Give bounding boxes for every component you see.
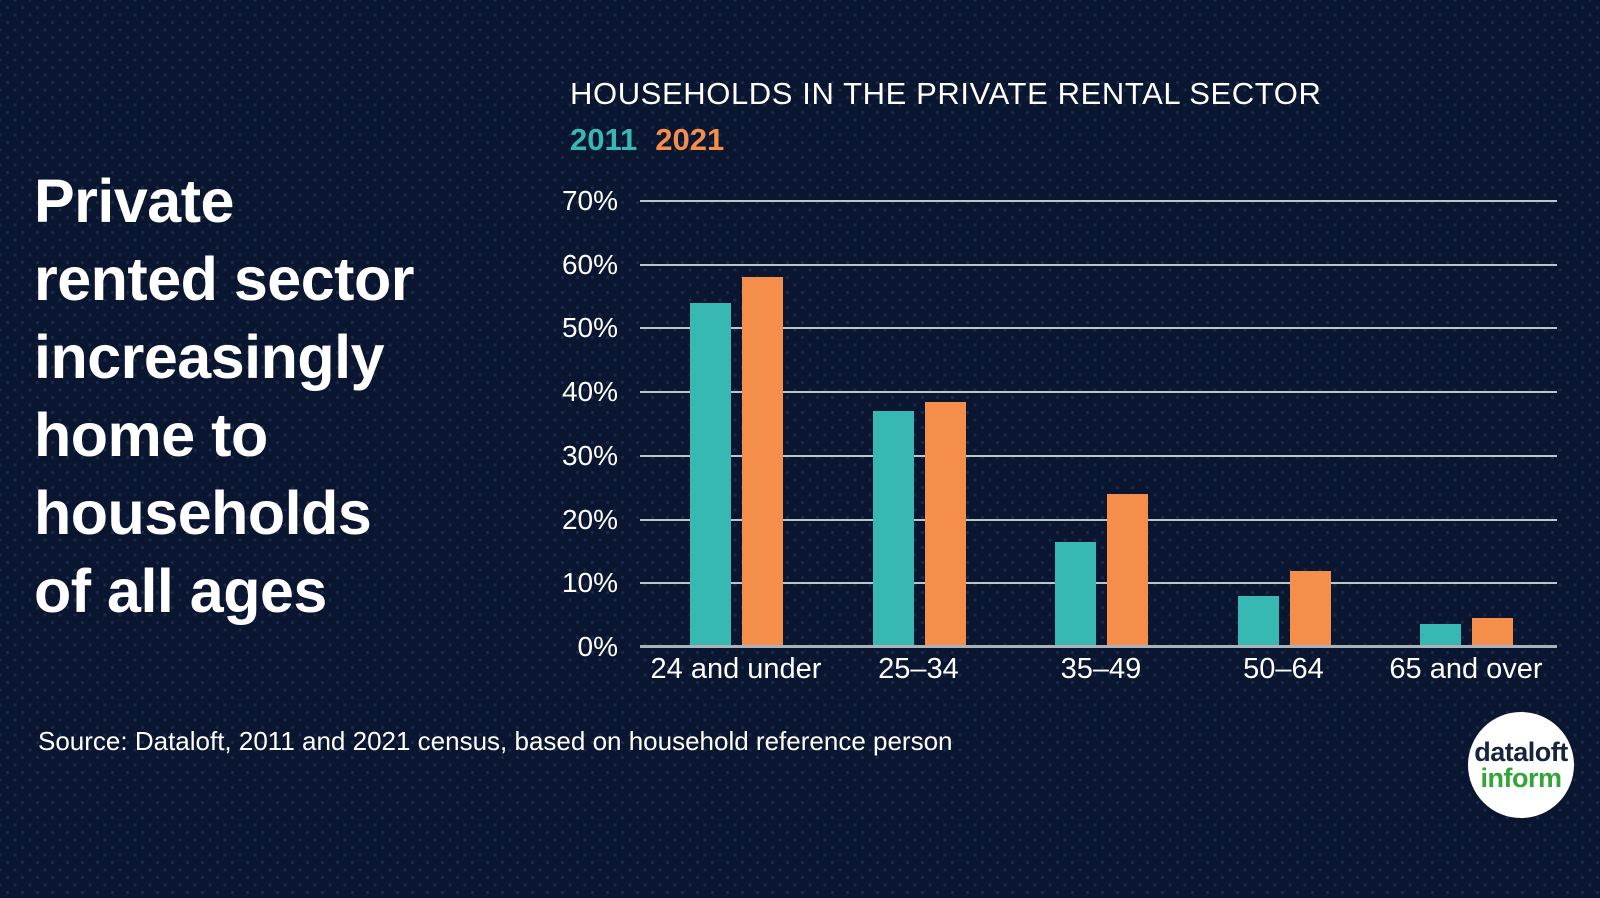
gridline-50 xyxy=(640,327,1557,330)
gridline-20 xyxy=(640,518,1557,521)
x-tick-label-65-and-over: 65 and over xyxy=(1389,653,1543,685)
source-text: Source: Dataloft, 2011 and 2021 census, … xyxy=(38,726,953,756)
y-tick-label-60: 60% xyxy=(561,248,618,280)
y-tick-label-30: 30% xyxy=(561,439,618,471)
gridline-60 xyxy=(640,263,1557,266)
chart-legend: 2011 2021 xyxy=(570,122,724,158)
logo-inform-text: inform xyxy=(1480,763,1563,793)
gridline-30 xyxy=(640,454,1557,457)
legend-item-2021: 2021 xyxy=(655,122,725,157)
x-tick-label-24-and-under: 24 and under xyxy=(650,653,822,685)
x-tick-label-25-34: 25–34 xyxy=(878,653,959,685)
gridline-70 xyxy=(640,200,1557,202)
legend-item-2011: 2011 xyxy=(570,122,638,157)
bar-2021-35-49 xyxy=(1107,494,1148,647)
bar-2021-24-and-under xyxy=(742,277,783,647)
y-tick-label-50: 50% xyxy=(561,312,618,344)
bar-2011-65-and-over xyxy=(1420,624,1461,647)
dataloft-inform-logo: dataloft inform xyxy=(1468,712,1574,818)
y-tick-label-0: 0% xyxy=(577,631,618,662)
logo-dataloft-text: dataloft xyxy=(1474,737,1568,767)
bar-2021-65-and-over xyxy=(1472,617,1513,647)
bar-2011-25-34 xyxy=(872,411,914,647)
bar-2011-35-49 xyxy=(1055,541,1096,647)
y-tick-label-40: 40% xyxy=(561,376,618,408)
chart-title: HOUSEHOLDS IN THE PRIVATE RENTAL SECTOR xyxy=(570,76,1322,111)
headline: Private rented sector increasingly home … xyxy=(34,167,414,625)
gridline-10 xyxy=(640,582,1557,585)
bar-2011-24-and-under xyxy=(690,302,731,647)
y-tick-label-10: 10% xyxy=(561,567,618,599)
plot-area: 0% 10% 20% 30% 40% 50% 60% 70% 24 and under 25–34… xyxy=(562,185,1557,685)
y-tick-label-70: 70% xyxy=(561,185,618,216)
x-tick-label-35-49: 35–49 xyxy=(1060,653,1142,685)
bar-2021-50-64 xyxy=(1289,570,1331,647)
gridline-40 xyxy=(640,391,1557,394)
bar-2021-25-34 xyxy=(924,401,966,647)
bar-2011-50-64 xyxy=(1237,596,1279,647)
y-tick-label-20: 20% xyxy=(561,503,618,535)
x-tick-label-50-64: 50–64 xyxy=(1243,653,1324,685)
x-axis-line xyxy=(640,645,1557,648)
